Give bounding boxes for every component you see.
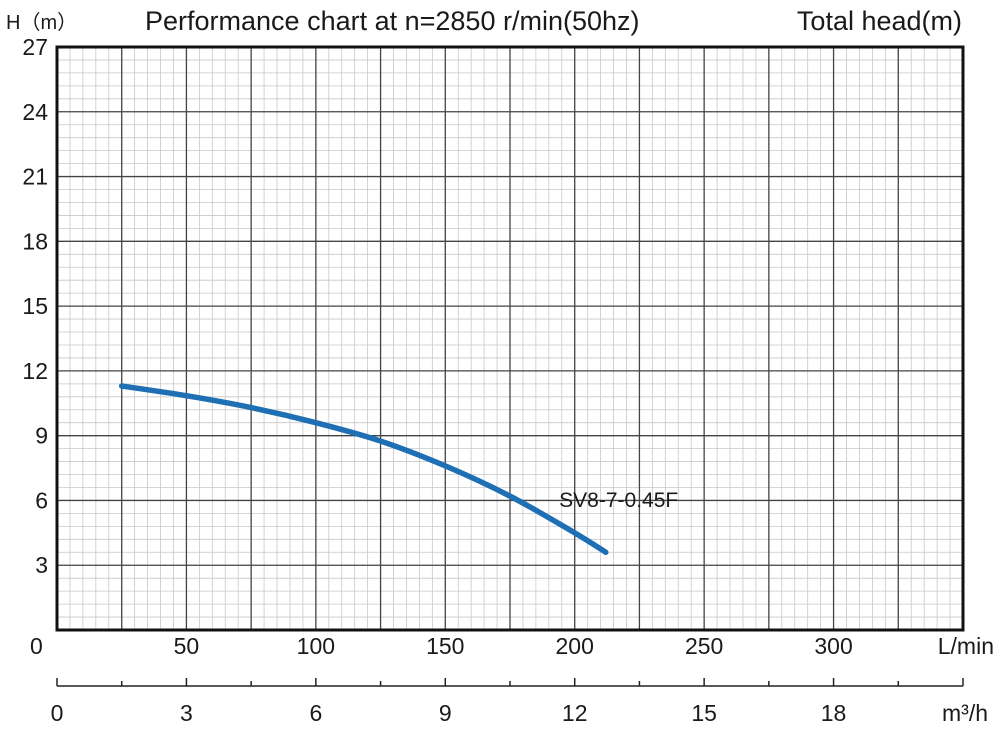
x-tick-label: 250 (685, 633, 723, 659)
chart-subtitle: Total head(m) (797, 6, 962, 36)
x-axis-label: L/min (938, 633, 994, 659)
secondary-x-tick-label: 15 (691, 700, 717, 726)
y-tick-label: 27 (22, 34, 48, 60)
x-tick-label: 100 (297, 633, 335, 659)
y-tick-label: 24 (22, 99, 48, 125)
y-tick-label: 9 (35, 423, 48, 449)
y-axis-label: H（m） (6, 11, 77, 34)
x-tick-label: 300 (814, 633, 852, 659)
chart-text: H（m） Performance chart at n=2850 r/min(5… (6, 6, 994, 726)
y-tick-label: 21 (22, 164, 48, 190)
secondary-x-tick-label: 3 (180, 700, 193, 726)
x-tick-label: 150 (426, 633, 464, 659)
secondary-x-tick-label: 9 (439, 700, 452, 726)
x-tick-label: 50 (174, 633, 200, 659)
secondary-x-tick-label: 12 (562, 700, 588, 726)
series-line (122, 386, 606, 552)
y-tick-label: 12 (22, 358, 48, 384)
series-layer (122, 386, 606, 552)
series-label: SV8-7-0.45F (559, 489, 678, 512)
y-tick-label: 18 (22, 228, 48, 254)
grid (57, 47, 963, 630)
y-tick-label: 3 (35, 552, 48, 578)
y-tick-label: 15 (22, 293, 48, 319)
x-tick-label: 200 (556, 633, 594, 659)
y-tick-label: 6 (35, 487, 48, 513)
secondary-x-tick-label: 6 (309, 700, 322, 726)
chart-title: Performance chart at n=2850 r/min(50hz) (145, 6, 640, 36)
secondary-x-axis-label: m³/h (942, 700, 988, 726)
secondary-x-tick-label: 18 (821, 700, 847, 726)
y-tick-label: 0 (30, 633, 43, 659)
secondary-x-tick-label: 0 (51, 700, 64, 726)
